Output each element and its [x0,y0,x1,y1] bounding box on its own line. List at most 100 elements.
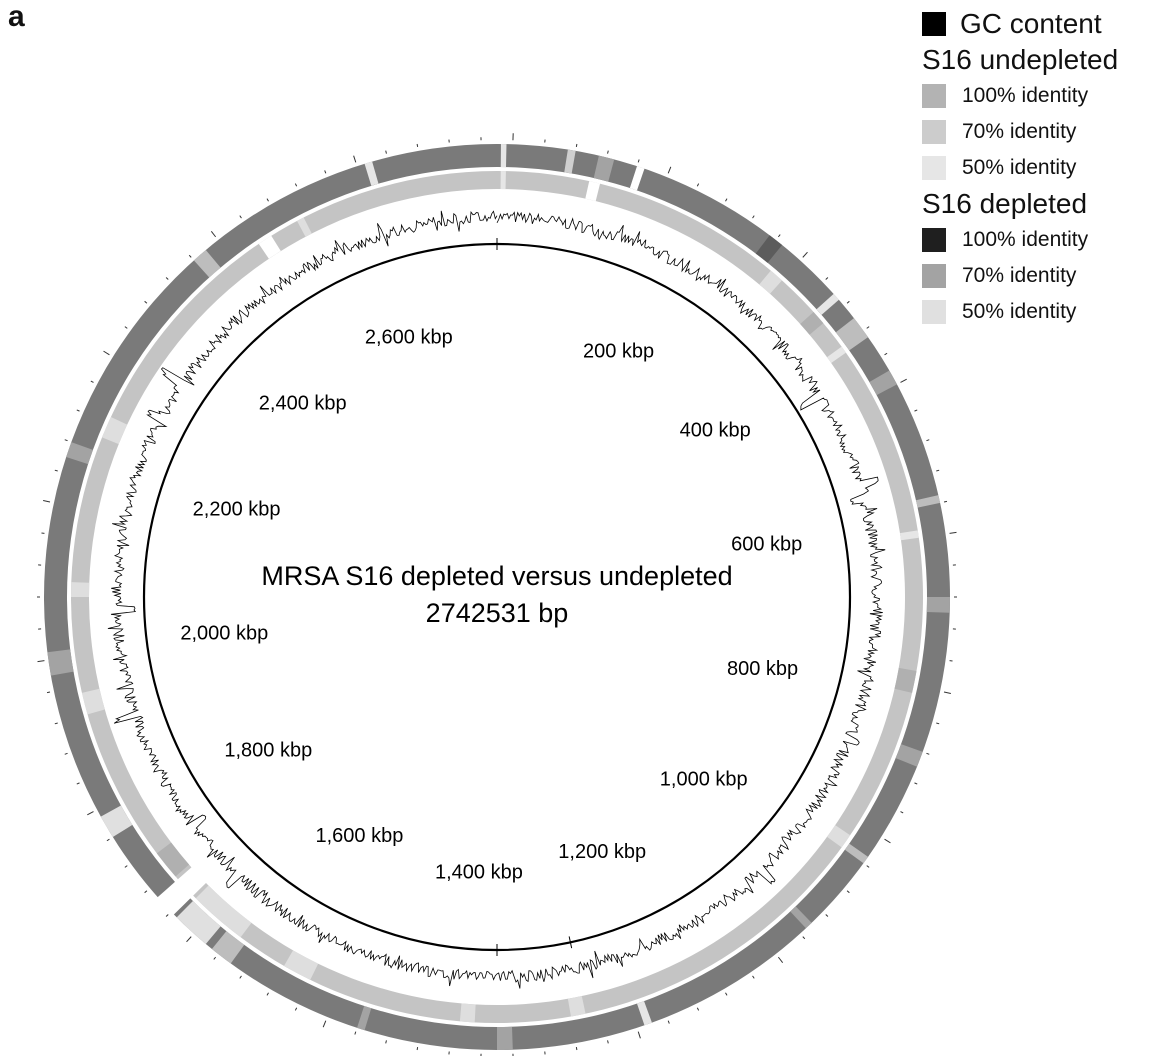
legend-item-label: 70% identity [962,120,1077,143]
scale-label: 400 kbp [680,420,751,442]
s16-undepleted-arc-variant-block [899,530,919,541]
tick-mark [266,992,269,996]
tick-mark [866,865,870,868]
s16-depleted-arc-variant-block [47,649,74,676]
tick-mark [667,1020,670,1024]
s16-undepleted-arc-variant-block [800,311,824,335]
tick-mark [637,1031,641,1039]
tick-mark [124,326,128,329]
legend-gc-label: GC content [960,8,1102,39]
tick-mark [210,231,217,238]
s16-undepleted-arc-variant-block [500,171,506,190]
tick-mark [186,936,192,943]
tick-mark [777,234,781,238]
tick-mark [322,1020,327,1028]
gc-content-line [107,210,886,989]
legend-gc-content: GC content [922,6,1162,42]
scale-label: 1,000 kbp [660,768,748,790]
tick-mark [926,752,930,755]
legend-swatch [922,264,946,288]
scale-label: 2,200 kbp [193,498,281,520]
tick-mark [76,782,80,785]
tick-mark [777,956,784,963]
s16-undepleted-arc-variant-block [81,688,105,715]
s16-depleted-arc-variant-block [357,1005,372,1031]
tick-mark [914,782,918,785]
tick-mark [266,198,269,202]
scale-label: 200 kbp [583,340,654,362]
legend-undepleted-item: 100% identity [922,78,1162,114]
tick-mark [825,914,829,917]
legend-item-label: 100% identity [962,228,1089,251]
s16-depleted-arc-variant-block [895,744,923,767]
outer-tick-marks [37,133,957,1056]
s16-undepleted-arc-variant-block [567,996,586,1017]
s16-undepleted-arc-variant-block [156,842,190,877]
s16-undepleted-arc-variant-block [297,217,312,237]
s16-depleted-arc [43,144,497,898]
scale-label: 800 kbp [727,658,798,680]
tick-mark [416,1046,419,1051]
s16-depleted-arc-variant-block [629,166,645,191]
s16-depleted-arc-variant-block [790,906,812,929]
tick-mark [884,838,891,844]
s16-depleted-arc-variant-block [926,597,950,613]
legend-item-label: 100% identity [962,84,1089,107]
legend-undepleted-heading: S16 undepleted [922,44,1119,75]
s16-undepleted-arc-variant-block [827,346,846,363]
s16-undepleted-arc-variant-block [258,235,281,259]
tick-mark [87,811,94,816]
tick-mark [144,300,148,304]
map-title: MRSA S16 depleted versus undepleted [261,561,732,591]
genome-backbone-circle [142,242,852,952]
tick-mark [575,143,578,148]
tick-mark [936,722,940,725]
tick-mark [90,380,94,383]
s16-undepleted-arc-variant-block [827,825,851,848]
tick-mark [900,811,904,814]
tick-mark [802,936,806,940]
s16-depleted-arc-variant-block [844,843,869,864]
scale-label: 2,400 kbp [259,392,347,414]
legend-swatch [922,120,946,144]
tick-mark [416,143,419,148]
s16-depleted-arc-variant-block [497,1026,513,1050]
legend-item-label: 50% identity [962,156,1077,179]
s16-depleted-ring [43,144,950,1050]
legend-depleted-item: 70% identity [922,258,1162,294]
s16-depleted-arc-variant-block [193,249,221,278]
s16-depleted-arc-variant-block [816,293,839,315]
legend-item-label: 50% identity [962,300,1077,323]
tick-mark [385,1040,387,1044]
legend-depleted-item: 50% identity [922,294,1162,330]
tick-mark [825,277,829,280]
s16-depleted-arc-variant-block [593,155,615,182]
legend-swatch [922,156,946,180]
s16-undepleted-arc-variant-block [284,950,319,980]
tick-mark [575,1046,578,1051]
legend-swatch-gc [922,12,946,36]
legend-item-label: 70% identity [962,264,1077,287]
tick-mark [64,752,68,755]
tick-mark [354,1031,357,1035]
s16-undepleted-arc-variant-block [894,667,917,693]
gc-content-track [107,210,886,989]
s16-undepleted-ring [71,171,923,1024]
s16-depleted-arc-variant-block [564,149,576,174]
tick-mark [943,500,948,503]
tick-mark [385,150,387,154]
scale-labels: 200 kbp 400 kbp 600 kbp 800 kbp 1,000 kbp 1,2… [180,327,802,884]
tick-mark [846,890,850,894]
legend-swatch [922,228,946,252]
tick-mark [103,350,110,356]
scale-label: 1,600 kbp [315,825,403,847]
tick-mark [188,254,192,258]
s16-undepleted-arc-variant-block [459,1003,476,1023]
s16-depleted-arc-variant-block [915,495,941,508]
tick-mark [54,722,58,725]
tick-mark [667,166,672,174]
tick-mark [144,890,148,894]
tick-mark [725,992,728,996]
scale-label: 600 kbp [731,533,802,555]
